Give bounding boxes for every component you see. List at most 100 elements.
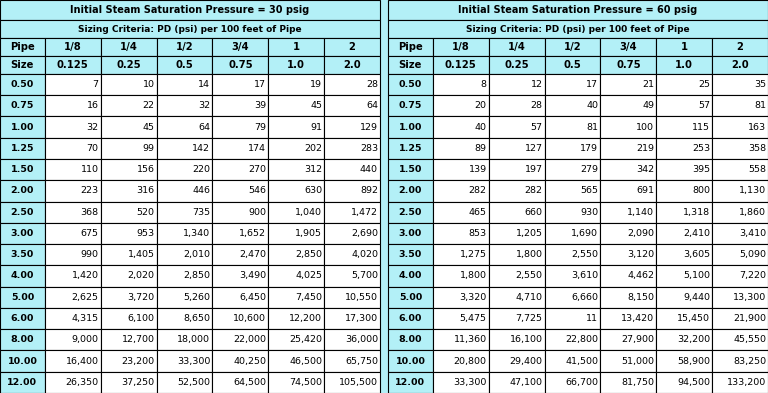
Bar (0, 159, 45, 180)
Bar (388, 38, 433, 56)
Bar (601, 38, 657, 56)
Text: 395: 395 (692, 165, 710, 174)
Bar (657, 138, 712, 159)
Text: Pipe: Pipe (10, 42, 35, 52)
Text: 32: 32 (198, 101, 210, 110)
Bar (45, 286, 101, 308)
Text: 20,800: 20,800 (454, 356, 487, 365)
Bar (488, 74, 545, 95)
Bar (213, 56, 268, 74)
Text: 13,300: 13,300 (733, 293, 766, 302)
Bar (157, 244, 213, 265)
Text: 546: 546 (248, 186, 266, 195)
Text: 0.25: 0.25 (116, 60, 141, 70)
Text: 1,040: 1,040 (295, 208, 322, 217)
Bar (388, 116, 433, 138)
Bar (213, 159, 268, 180)
Bar (388, 95, 433, 116)
Bar (268, 244, 324, 265)
Bar (601, 95, 657, 116)
Bar (488, 351, 545, 372)
Text: 22,800: 22,800 (565, 335, 598, 344)
Text: 675: 675 (81, 229, 99, 238)
Text: 1,472: 1,472 (351, 208, 378, 217)
Bar (157, 372, 213, 393)
Text: 3.50: 3.50 (11, 250, 34, 259)
Bar (545, 372, 601, 393)
Text: 6,100: 6,100 (127, 314, 154, 323)
Bar (45, 159, 101, 180)
Text: 110: 110 (81, 165, 99, 174)
Bar (433, 38, 488, 56)
Bar (324, 56, 380, 74)
Text: 8,150: 8,150 (627, 293, 654, 302)
Text: 51,000: 51,000 (621, 356, 654, 365)
Text: 16: 16 (87, 101, 99, 110)
Text: 37,250: 37,250 (121, 378, 154, 387)
Text: 0.25: 0.25 (505, 60, 529, 70)
Text: 4,710: 4,710 (515, 293, 542, 302)
Text: 1/8: 1/8 (64, 42, 81, 52)
Bar (545, 56, 601, 74)
Text: 46,500: 46,500 (289, 356, 322, 365)
Text: 446: 446 (193, 186, 210, 195)
Bar (101, 116, 157, 138)
Bar (0, 20, 380, 38)
Bar (545, 74, 601, 95)
Bar (388, 329, 433, 351)
Text: 3.00: 3.00 (399, 229, 422, 238)
Text: 930: 930 (581, 208, 598, 217)
Bar (324, 38, 380, 56)
Text: 6.00: 6.00 (399, 314, 422, 323)
Bar (657, 56, 712, 74)
Text: 2,550: 2,550 (571, 250, 598, 259)
Text: 2.0: 2.0 (731, 60, 749, 70)
Bar (388, 202, 433, 223)
Text: 12: 12 (531, 80, 542, 89)
Bar (433, 308, 488, 329)
Bar (601, 56, 657, 74)
Text: 2,625: 2,625 (71, 293, 99, 302)
Bar (157, 351, 213, 372)
Text: 0.50: 0.50 (399, 80, 422, 89)
Bar (657, 286, 712, 308)
Bar (545, 329, 601, 351)
Bar (157, 116, 213, 138)
Bar (157, 265, 213, 286)
Bar (157, 56, 213, 74)
Text: 33,300: 33,300 (177, 356, 210, 365)
Text: 4,462: 4,462 (627, 272, 654, 281)
Bar (545, 138, 601, 159)
Text: 47,100: 47,100 (509, 378, 542, 387)
Text: 3,320: 3,320 (459, 293, 487, 302)
Text: 1,275: 1,275 (460, 250, 487, 259)
Bar (0, 308, 45, 329)
Text: 35: 35 (754, 80, 766, 89)
Text: 630: 630 (304, 186, 322, 195)
Bar (45, 351, 101, 372)
Text: Initial Steam Saturation Pressure = 60 psig: Initial Steam Saturation Pressure = 60 p… (458, 5, 697, 15)
Bar (488, 116, 545, 138)
Text: 81: 81 (587, 123, 598, 132)
Bar (45, 116, 101, 138)
Bar (388, 0, 768, 20)
Text: 5.00: 5.00 (11, 293, 34, 302)
Bar (712, 74, 768, 95)
Bar (268, 329, 324, 351)
Bar (488, 223, 545, 244)
Bar (324, 159, 380, 180)
Text: 2,010: 2,010 (184, 250, 210, 259)
Text: 15,450: 15,450 (677, 314, 710, 323)
Text: 2,850: 2,850 (184, 272, 210, 281)
Bar (268, 116, 324, 138)
Text: 19: 19 (310, 80, 322, 89)
Text: 1.50: 1.50 (11, 165, 34, 174)
Bar (101, 265, 157, 286)
Text: 28: 28 (531, 101, 542, 110)
Bar (45, 56, 101, 74)
Bar (0, 180, 45, 202)
Text: 853: 853 (468, 229, 487, 238)
Text: 133,200: 133,200 (727, 378, 766, 387)
Bar (45, 372, 101, 393)
Text: 10.00: 10.00 (396, 356, 425, 365)
